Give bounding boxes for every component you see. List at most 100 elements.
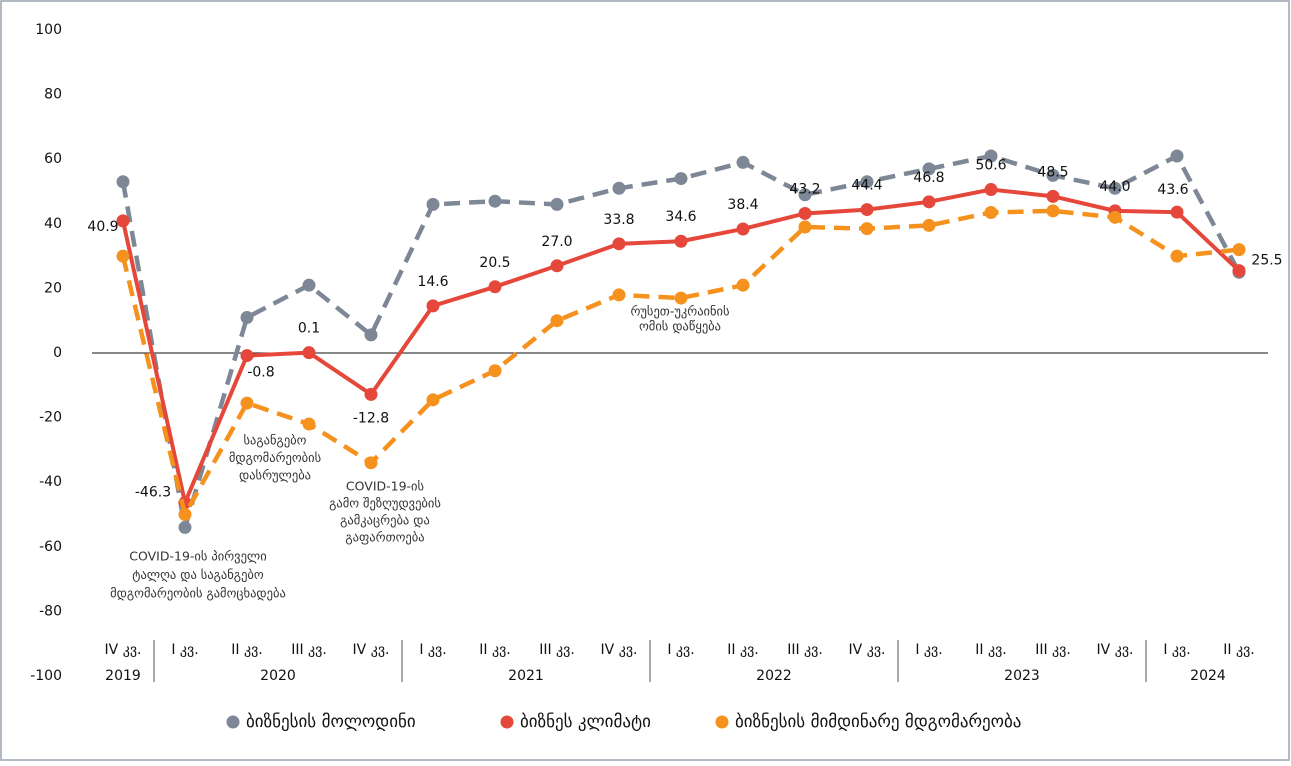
value-label: 27.0: [541, 234, 572, 250]
x-tick-label: III კვ.: [1035, 642, 1071, 658]
x-tick-label: II კვ.: [727, 642, 758, 658]
value-label: 46.8: [913, 170, 944, 186]
point: [922, 162, 936, 176]
value-label: -12.8: [353, 410, 389, 426]
annotation: გამკაცრება და: [340, 513, 430, 528]
value-label: 0.1: [298, 321, 320, 337]
x-tick-label: II კვ.: [231, 642, 262, 658]
y-tick-label: 0: [53, 345, 62, 361]
point: [860, 203, 874, 217]
point: [302, 417, 316, 431]
point: [364, 387, 378, 401]
point: [240, 349, 254, 363]
annotation: ომის დაწყება: [639, 319, 721, 334]
point: [798, 206, 812, 220]
point: [488, 280, 502, 294]
point: [550, 314, 564, 328]
y-tick-label: -40: [39, 474, 62, 490]
annotation: ტალღა და საგანგებო: [132, 567, 264, 582]
point: [302, 346, 316, 360]
point: [116, 249, 130, 263]
point: [1046, 168, 1060, 182]
x-tick-label: I კვ.: [667, 642, 694, 658]
legend-label: ბიზნეს კლიმატი: [520, 712, 651, 732]
point: [1108, 210, 1122, 224]
annotation: COVID-19-ის პირველი: [129, 549, 266, 564]
value-label: 43.2: [789, 181, 820, 197]
point: [736, 155, 750, 169]
point: [1232, 243, 1246, 257]
x-tick-label: I კვ.: [171, 642, 198, 658]
legend-marker: [715, 715, 729, 729]
point: [1170, 149, 1184, 163]
point: [550, 197, 564, 211]
annotation: გამო შეზღუდვების: [329, 496, 441, 511]
legend-label: ბიზნესის მიმდინარე მდგომარეობა: [735, 712, 1021, 732]
value-label: 40.9: [87, 219, 118, 235]
x-tick-label: I კვ.: [1163, 642, 1190, 658]
year-label: 2021: [508, 668, 544, 684]
annotation: დასრულება: [239, 468, 311, 483]
x-tick-label: I კვ.: [915, 642, 942, 658]
point: [240, 310, 254, 324]
annotation: გაფართოება: [345, 530, 424, 545]
value-label: 25.5: [1251, 253, 1282, 269]
x-tick-label: I კვ.: [419, 642, 446, 658]
point: [736, 222, 750, 236]
y-tick-label: -100: [30, 668, 62, 684]
value-label: -46.3: [135, 485, 171, 501]
x-tick-label: IV კვ.: [105, 642, 142, 658]
y-tick-label: -80: [39, 603, 62, 619]
value-label: 50.6: [975, 158, 1006, 174]
point: [178, 520, 192, 534]
y-tick-label: 100: [35, 22, 62, 38]
point: [1170, 249, 1184, 263]
point: [922, 195, 936, 209]
point: [612, 181, 626, 195]
value-label: 33.8: [603, 212, 634, 228]
point: [488, 194, 502, 208]
point: [984, 183, 998, 197]
year-label: 2020: [260, 668, 296, 684]
y-tick-label: 40: [44, 216, 62, 232]
point: [674, 172, 688, 186]
value-label: 48.5: [1037, 164, 1068, 180]
point: [488, 364, 502, 378]
legend-marker: [500, 715, 514, 729]
point: [798, 220, 812, 234]
value-label: 34.6: [665, 209, 696, 225]
point: [984, 149, 998, 163]
point: [364, 328, 378, 342]
value-label: 20.5: [479, 255, 510, 271]
x-tick-label: III კვ.: [539, 642, 575, 658]
point: [674, 291, 688, 305]
x-tick-label: II კვ.: [479, 642, 510, 658]
point: [426, 299, 440, 313]
point: [860, 175, 874, 189]
point: [550, 259, 564, 273]
point: [116, 175, 130, 189]
point: [426, 197, 440, 211]
point: [1170, 205, 1184, 219]
x-tick-label: IV კვ.: [353, 642, 390, 658]
point: [364, 456, 378, 470]
point: [240, 396, 254, 410]
year-label: 2019: [105, 668, 141, 684]
x-tick-label: III კვ.: [787, 642, 823, 658]
annotation: რუსეთ-უკრაინის: [630, 304, 729, 319]
y-tick-label: 80: [44, 87, 62, 103]
annotation: მდგომარეობის გამოცხადება: [110, 586, 286, 601]
point: [116, 214, 130, 228]
x-tick-label: III კვ.: [291, 642, 327, 658]
year-label: 2024: [1190, 668, 1226, 684]
point: [612, 288, 626, 302]
annotation: COVID-19-ის: [346, 479, 424, 494]
x-tick-label: IV კვ.: [1097, 642, 1134, 658]
point: [178, 508, 192, 521]
x-tick-label: II კვ.: [1223, 642, 1254, 658]
legend-marker: [226, 715, 240, 729]
point: [798, 188, 812, 202]
point: [612, 237, 626, 251]
legend-label: ბიზნესის მოლოდინი: [246, 712, 416, 732]
